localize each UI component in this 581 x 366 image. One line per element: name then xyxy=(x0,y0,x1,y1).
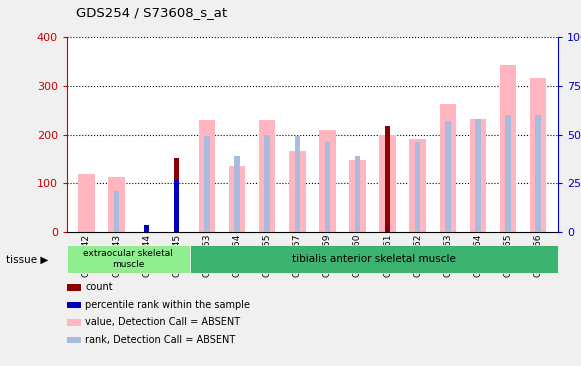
Bar xyxy=(174,158,180,232)
Bar xyxy=(234,156,240,232)
Bar xyxy=(189,245,558,273)
Bar xyxy=(505,115,511,232)
Bar xyxy=(349,160,366,232)
Bar xyxy=(144,225,149,232)
Bar xyxy=(289,151,306,232)
Bar xyxy=(536,115,541,232)
Bar xyxy=(415,142,421,232)
Bar xyxy=(264,134,270,232)
Bar xyxy=(530,78,547,232)
Bar xyxy=(319,130,336,232)
Bar xyxy=(440,104,456,232)
Bar xyxy=(108,177,125,232)
Text: count: count xyxy=(85,282,113,292)
Text: tibialis anterior skeletal muscle: tibialis anterior skeletal muscle xyxy=(292,254,456,264)
Bar xyxy=(385,126,390,232)
Bar xyxy=(379,134,396,232)
Bar xyxy=(174,180,180,232)
Bar xyxy=(67,245,189,273)
Text: GDS254 / S73608_s_at: GDS254 / S73608_s_at xyxy=(76,7,227,19)
Bar xyxy=(114,191,119,232)
Text: rank, Detection Call = ABSENT: rank, Detection Call = ABSENT xyxy=(85,335,236,345)
Bar xyxy=(199,120,215,232)
Bar xyxy=(500,65,517,232)
Bar xyxy=(229,166,245,232)
Text: extraocular skeletal
muscle: extraocular skeletal muscle xyxy=(83,249,173,269)
Text: tissue ▶: tissue ▶ xyxy=(6,255,48,265)
Bar xyxy=(355,156,360,232)
Bar xyxy=(410,139,426,232)
Bar xyxy=(174,180,180,232)
Bar xyxy=(295,137,300,232)
Bar xyxy=(475,119,480,232)
Bar xyxy=(78,173,95,232)
Text: value, Detection Call = ABSENT: value, Detection Call = ABSENT xyxy=(85,317,241,328)
Bar xyxy=(259,120,275,232)
Bar xyxy=(469,119,486,232)
Bar xyxy=(385,137,390,232)
Bar xyxy=(325,142,330,232)
Bar xyxy=(445,121,450,232)
Text: percentile rank within the sample: percentile rank within the sample xyxy=(85,300,250,310)
Bar xyxy=(204,137,210,232)
